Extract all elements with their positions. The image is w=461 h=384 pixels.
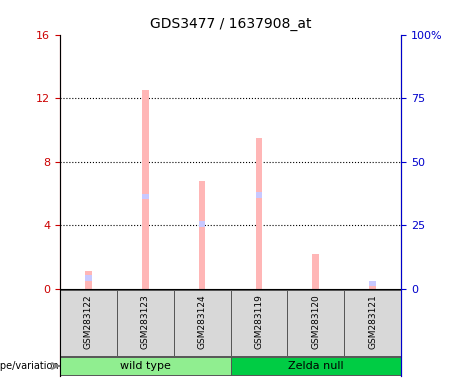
Bar [369,281,376,286]
Bar [142,194,148,199]
Bar [287,290,344,356]
Text: GSM283119: GSM283119 [254,294,263,349]
Bar [230,290,287,356]
Bar [174,290,230,356]
Bar [344,290,401,356]
Text: GSM283120: GSM283120 [311,294,320,349]
Text: GSM283123: GSM283123 [141,294,150,349]
Text: Zelda null: Zelda null [288,361,343,371]
Bar [199,181,206,289]
Bar [255,138,262,289]
Text: wild type: wild type [120,361,171,371]
Bar [85,271,92,289]
Title: GDS3477 / 1637908_at: GDS3477 / 1637908_at [150,17,311,31]
Text: genotype/variation: genotype/variation [0,361,59,371]
Bar [313,254,319,289]
Bar [255,192,262,198]
Bar [230,357,401,375]
Bar [142,90,148,289]
Bar [85,275,92,281]
Text: GSM283122: GSM283122 [84,294,93,349]
Bar [117,290,174,356]
Bar [369,283,376,289]
Bar [60,357,230,375]
Bar [60,289,401,376]
Bar [199,221,206,227]
Text: GSM283124: GSM283124 [198,294,207,349]
Bar [60,290,117,356]
Text: GSM283121: GSM283121 [368,294,377,349]
